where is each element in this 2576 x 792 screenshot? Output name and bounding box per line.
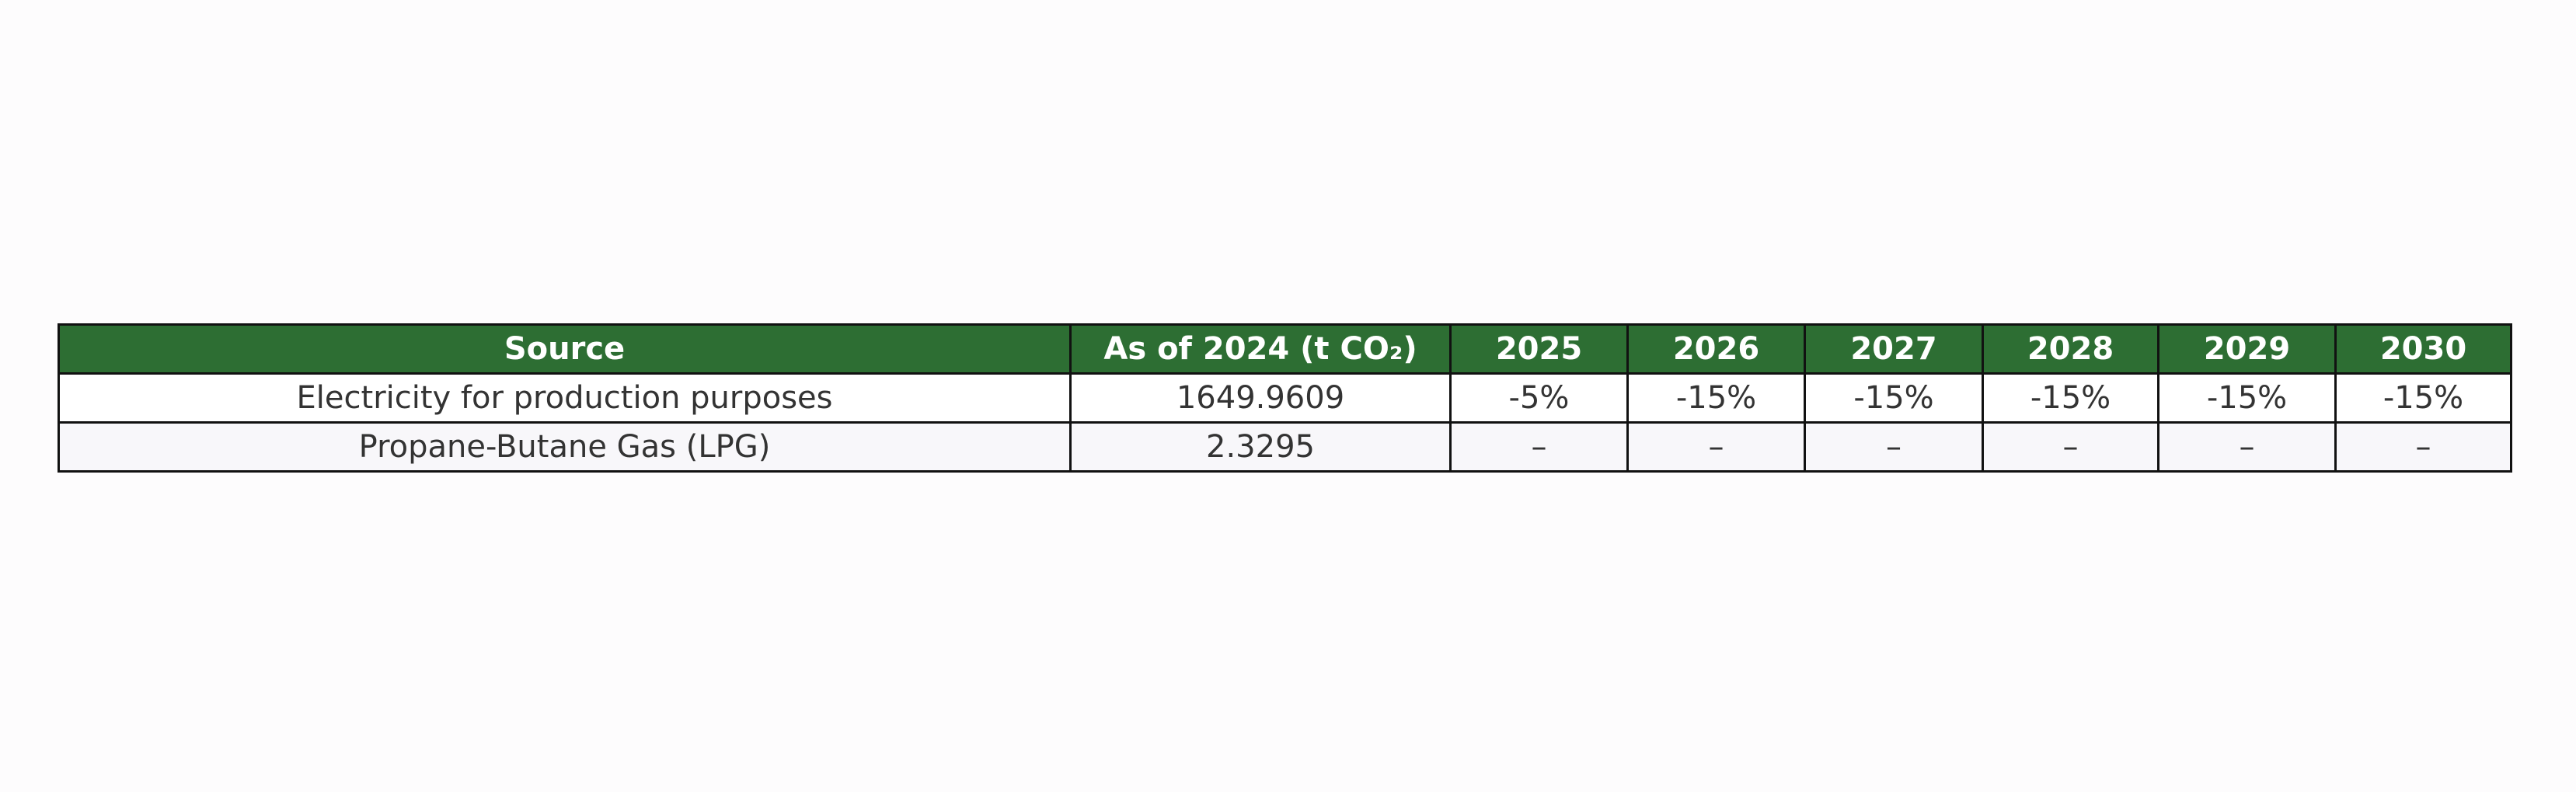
table-cell: Propane-Butane Gas (LPG) <box>58 421 1072 473</box>
table-cell: -15% <box>1804 372 1984 424</box>
header-cell: 2025 <box>1449 323 1629 375</box>
header-cell: 2026 <box>1626 323 1806 375</box>
table-cell: -5% <box>1449 372 1629 424</box>
table-cell: -15% <box>2334 372 2512 424</box>
header-cell: 2028 <box>1982 323 2159 375</box>
table-cell: – <box>1804 421 1984 473</box>
table-cell: – <box>1626 421 1806 473</box>
table-cell: 1649.9609 <box>1069 372 1452 424</box>
table-cell: -15% <box>2157 372 2337 424</box>
table-row: Propane-Butane Gas (LPG) 2.3295– – – – – – <box>58 421 2512 473</box>
table-cell: -15% <box>1626 372 1806 424</box>
table-cell: – <box>1982 421 2159 473</box>
header-cell: Source <box>58 323 1072 375</box>
table-cell: 2.3295 <box>1069 421 1452 473</box>
data-table: Source As of 2024 (t CO₂) 2025 2026 2027 2028… <box>58 323 2512 473</box>
table-cell: – <box>2334 421 2512 473</box>
table-cell: – <box>1449 421 1629 473</box>
header-cell: 2027 <box>1804 323 1984 375</box>
table-row: Electricity for production purposes 1649.… <box>58 372 2512 424</box>
header-cell: 2029 <box>2157 323 2337 375</box>
table-cell: -15% <box>1982 372 2159 424</box>
table-cell: Electricity for production purposes <box>58 372 1072 424</box>
table-cell: – <box>2157 421 2337 473</box>
header-cell: 2030 <box>2334 323 2512 375</box>
header-row: Source As of 2024 (t CO₂) 2025 2026 2027 2028… <box>58 323 2512 375</box>
table-body: Electricity for production purposes 1649.… <box>58 372 2512 473</box>
header-cell: As of 2024 (t CO₂) <box>1069 323 1452 375</box>
